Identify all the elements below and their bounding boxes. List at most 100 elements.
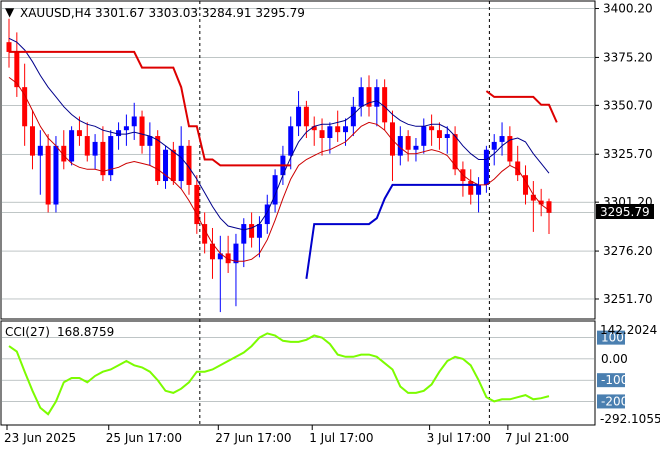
candle-body bbox=[421, 126, 427, 146]
candle-body bbox=[303, 106, 309, 127]
candle-body bbox=[436, 130, 442, 139]
candle-body bbox=[100, 141, 106, 176]
candle-body bbox=[170, 149, 176, 182]
candle-body bbox=[499, 136, 505, 142]
candle-body bbox=[382, 87, 388, 123]
y-tick-label: 3325.70 bbox=[603, 147, 653, 161]
candle-body bbox=[131, 116, 137, 127]
candle-body bbox=[374, 87, 380, 107]
ohlc-values: 3301.67 3303.03 3284.91 3295.79 bbox=[95, 6, 305, 20]
y-tick-label: 3276.20 bbox=[603, 244, 653, 258]
candle-body bbox=[14, 51, 20, 88]
cci-panel bbox=[0, 320, 596, 426]
candle-body bbox=[45, 145, 51, 205]
symbol-timeframe: XAUUSD,H4 bbox=[20, 6, 91, 20]
current-price-tag-bg bbox=[596, 204, 654, 219]
current-price-tag: 3295.79 bbox=[600, 205, 650, 219]
candle-body bbox=[61, 145, 67, 162]
candle-body bbox=[69, 130, 75, 162]
candle-body bbox=[491, 141, 497, 150]
candle-body bbox=[178, 145, 184, 182]
candle-body bbox=[76, 130, 82, 137]
candle-body bbox=[194, 184, 200, 225]
candle-body bbox=[358, 87, 364, 107]
candle-body bbox=[233, 243, 239, 264]
candle-body bbox=[256, 224, 262, 238]
candle-body bbox=[155, 136, 161, 182]
candle-body bbox=[350, 106, 356, 127]
cci-value: 168.8759 bbox=[57, 325, 114, 339]
y-tick-label: 3400.20 bbox=[603, 2, 653, 16]
candle-body bbox=[327, 126, 333, 139]
candle-body bbox=[37, 145, 43, 156]
indicator-line-1 bbox=[8, 76, 550, 262]
candle-body bbox=[116, 130, 122, 137]
cci-level-label: -100 bbox=[601, 373, 628, 387]
candle-body bbox=[389, 122, 395, 156]
candle-body bbox=[296, 106, 302, 127]
cci-level-label: 100 bbox=[601, 331, 624, 345]
candle-body bbox=[123, 126, 129, 131]
candle-body bbox=[538, 200, 544, 205]
x-tick-label: 23 Jun 2025 bbox=[4, 431, 76, 445]
main-panel bbox=[0, 0, 596, 320]
candle-body bbox=[217, 253, 223, 260]
x-tick-label: 27 Jun 17:00 bbox=[215, 431, 291, 445]
candle-body bbox=[209, 243, 215, 260]
candle-body bbox=[444, 134, 450, 139]
candle-body bbox=[53, 145, 59, 205]
candle-body bbox=[546, 201, 552, 213]
candle-body bbox=[429, 126, 435, 131]
cci-min-label: -292.1055 bbox=[600, 412, 660, 426]
candle-body bbox=[84, 136, 90, 156]
cci-level-tag-bg bbox=[597, 394, 625, 409]
candle-body bbox=[530, 194, 536, 201]
candle-body bbox=[515, 161, 521, 176]
cci-max-label: 142.2024 bbox=[600, 323, 657, 337]
y-tick-label: 3251.70 bbox=[603, 292, 653, 306]
x-tick-label: 1 Jul 17:00 bbox=[309, 431, 373, 445]
candle-body bbox=[507, 136, 513, 162]
candle-body bbox=[272, 175, 278, 205]
cci-line bbox=[8, 332, 550, 416]
indicator-line-3 bbox=[305, 183, 479, 279]
candle-body bbox=[108, 136, 114, 176]
candle-body bbox=[468, 181, 474, 195]
candle-body bbox=[397, 136, 403, 156]
y-tick-label: 3350.70 bbox=[603, 98, 653, 112]
candle-body bbox=[476, 184, 482, 195]
candle-body bbox=[163, 149, 169, 182]
candle-body bbox=[186, 145, 192, 185]
candle-body bbox=[264, 204, 270, 225]
cci-level-tag-bg bbox=[597, 330, 625, 345]
candle-body bbox=[483, 149, 489, 185]
candle-body bbox=[288, 126, 294, 156]
chart-menu-arrow[interactable]: ▼ bbox=[5, 5, 15, 19]
candle-body bbox=[202, 224, 208, 244]
cci-level-label: -200 bbox=[601, 394, 628, 408]
candle-body bbox=[139, 116, 145, 146]
candle-body bbox=[249, 224, 255, 238]
candle-body bbox=[29, 126, 35, 156]
candle-body bbox=[225, 253, 231, 264]
candle-body bbox=[343, 126, 349, 133]
indicator-line-0 bbox=[8, 37, 550, 231]
x-tick-label: 25 Jun 17:00 bbox=[106, 431, 182, 445]
candle-body bbox=[22, 87, 28, 127]
candle-body bbox=[6, 42, 12, 52]
indicator-line-2 bbox=[9, 50, 558, 167]
candle-body bbox=[335, 126, 341, 133]
y-tick-label: 3375.20 bbox=[603, 50, 653, 64]
candle-body bbox=[405, 136, 411, 150]
cci-level-label: 0.00 bbox=[601, 352, 628, 366]
candle-body bbox=[523, 175, 529, 195]
x-tick-label: 7 Jul 21:00 bbox=[505, 431, 569, 445]
candle-body bbox=[366, 87, 372, 107]
candle-body bbox=[452, 134, 458, 170]
candle-body bbox=[92, 141, 98, 156]
cci-level-tag-bg bbox=[597, 373, 625, 388]
candle-body bbox=[413, 145, 419, 150]
candle-body bbox=[319, 130, 325, 139]
cci-label: CCI(27) bbox=[5, 325, 50, 339]
